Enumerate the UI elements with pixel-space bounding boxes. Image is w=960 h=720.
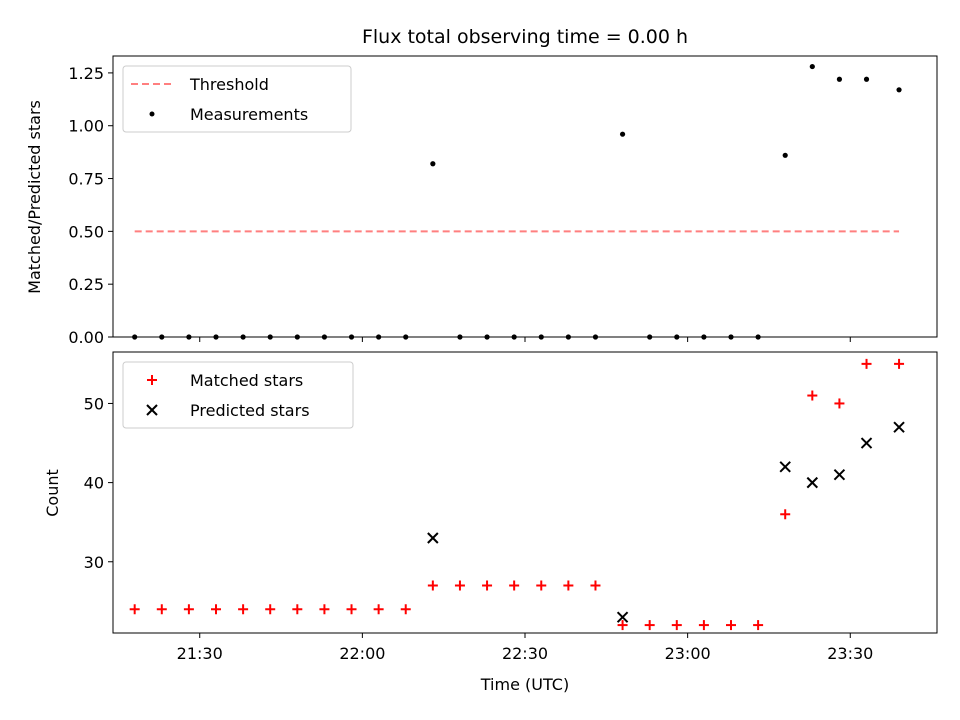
matched-star-point	[726, 620, 736, 631]
measurement-point	[809, 63, 815, 70]
predicted-star-point	[779, 461, 791, 473]
matched-star-point	[427, 580, 438, 591]
matched-legend-marker	[147, 375, 157, 385]
predicted-legend-x	[146, 404, 158, 416]
matched-star-point	[780, 509, 791, 520]
chart-title: Flux total observing time = 0.00 h	[362, 26, 688, 48]
count-panel: 30 40 50 21:30 22:00 22:30 23:00 23:30 Count T…	[43, 351, 938, 694]
measurement-point	[430, 161, 436, 167]
measurement-point	[782, 152, 788, 158]
matched-star-point	[894, 358, 905, 369]
matched-star-point	[753, 620, 764, 631]
ratio-panel: 0.00 0.25 0.50 0.75 1.00 1.25 Matched/Predict…	[25, 55, 938, 347]
ratio-x-ticks	[199, 337, 851, 342]
predicted-star-point-b	[616, 611, 629, 623]
matched-star-point	[156, 604, 167, 615]
predicted-star-point-b	[779, 461, 791, 473]
measurement-point	[863, 76, 870, 82]
count-legend: Matched stars Predicted stars	[122, 361, 354, 429]
matched-star-point	[834, 398, 845, 409]
ratio-legend-box	[122, 65, 352, 133]
matched-star-point	[129, 604, 140, 615]
matched-star-point	[644, 620, 655, 631]
matched-legend-label: Matched stars	[190, 371, 303, 390]
matched-star-point	[265, 604, 276, 615]
matched-star-point	[590, 580, 601, 591]
x-tick-label: 22:00	[339, 644, 385, 663]
count-x-ticks: 21:30 22:00 22:30 23:00 23:30	[177, 633, 873, 663]
predicted-star-point-b	[806, 476, 819, 489]
matched-star-point	[400, 604, 411, 615]
ratio-y-tick-label: 0.75	[68, 170, 104, 189]
predicted-star-point	[893, 421, 905, 433]
matched-star-point	[563, 580, 574, 591]
predicted-star-point-b	[427, 532, 439, 544]
count-plot-area	[129, 358, 905, 631]
measurement-point	[896, 87, 902, 93]
threshold-legend-label: Threshold	[189, 75, 269, 94]
matched-star-point	[183, 604, 194, 615]
x-tick-label: 21:30	[177, 644, 223, 663]
count-y-tick-label: 50	[84, 394, 104, 413]
predicted-star-point	[860, 437, 873, 449]
matched-star-point	[454, 580, 465, 591]
ratio-y-tick-label: 0.50	[68, 222, 104, 241]
ratio-legend: Threshold Measurements	[122, 65, 352, 133]
ratio-y-axis-label: Matched/Predicted stars	[25, 100, 44, 294]
ratio-y-ticks: 0.00 0.25 0.50 0.75 1.00 1.25	[68, 64, 113, 347]
matched-star-point	[536, 580, 547, 591]
predicted-star-point	[833, 468, 846, 481]
measurement-point	[836, 76, 843, 82]
x-tick-label: 22:30	[502, 644, 548, 663]
ratio-y-tick-label: 1.00	[68, 117, 104, 136]
measurements-legend-marker	[149, 111, 155, 117]
predicted-star-point	[427, 532, 439, 544]
matched-star-point	[671, 620, 682, 631]
matched-star-point	[373, 604, 384, 615]
predicted-legend-x-b	[146, 404, 158, 416]
x-axis-label: Time (UTC)	[480, 675, 569, 694]
count-y-axis-label: Count	[43, 469, 62, 517]
predicted-star-point-b	[833, 468, 846, 481]
matched-star-point	[509, 580, 520, 591]
x-tick-label: 23:00	[665, 644, 711, 663]
count-y-tick-label: 40	[84, 474, 104, 493]
ratio-y-tick-label: 0.00	[68, 328, 104, 347]
matched-star-point	[319, 604, 330, 615]
matched-star-point	[617, 620, 628, 631]
count-y-tick-label: 30	[84, 553, 104, 572]
predicted-star-point-b	[860, 437, 873, 449]
count-y-ticks: 30 40 50	[84, 394, 113, 572]
predicted-legend-label: Predicted stars	[190, 401, 310, 420]
x-tick-label: 23:30	[827, 644, 873, 663]
predicted-star-point-b	[893, 421, 905, 433]
matched-star-point	[698, 620, 709, 631]
ratio-y-tick-label: 0.25	[68, 275, 104, 294]
predicted-star-point	[616, 611, 629, 623]
matched-star-point	[482, 580, 493, 591]
matched-star-point	[346, 604, 357, 615]
matched-star-point	[861, 358, 872, 369]
predicted-legend-marker	[146, 404, 158, 416]
count-legend-box	[122, 361, 354, 429]
ratio-y-tick-label: 1.25	[68, 64, 104, 83]
matched-star-point	[238, 604, 249, 615]
matched-star-point	[292, 604, 303, 615]
predicted-star-point	[806, 476, 819, 489]
matched-star-point	[807, 390, 818, 401]
measurements-legend-label: Measurements	[190, 105, 308, 124]
measurement-point	[619, 131, 626, 137]
matched-star-point	[211, 604, 221, 615]
matched-legend-plus	[147, 375, 157, 385]
